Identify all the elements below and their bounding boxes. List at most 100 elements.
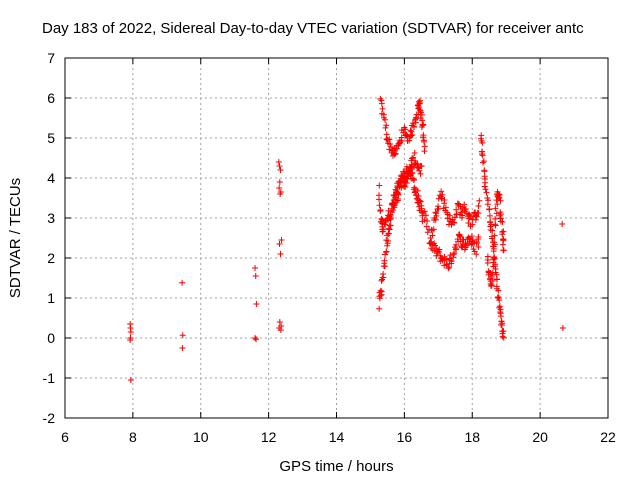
data-point <box>432 242 439 249</box>
data-point <box>252 273 259 279</box>
data-point <box>480 159 487 166</box>
x-tick-label: 22 <box>600 429 616 445</box>
data-point <box>411 176 418 183</box>
data-point <box>448 258 455 265</box>
data-point <box>385 207 392 214</box>
data-point <box>488 283 495 290</box>
data-point <box>381 116 388 123</box>
data-point <box>438 195 445 202</box>
data-point <box>418 163 425 170</box>
y-tick-label: 2 <box>47 250 55 266</box>
data-point <box>409 132 416 139</box>
y-tick-label: 1 <box>47 290 55 306</box>
data-point <box>481 167 488 174</box>
data-point <box>381 263 388 270</box>
data-point <box>278 237 285 243</box>
data-point <box>127 329 134 335</box>
data-point <box>491 253 498 260</box>
data-point <box>443 256 450 263</box>
data-point <box>402 126 409 133</box>
x-tick-label: 18 <box>464 429 480 445</box>
data-point <box>421 208 428 215</box>
data-point <box>488 282 495 289</box>
data-point <box>377 207 384 214</box>
data-point <box>415 192 422 199</box>
data-point <box>252 265 259 271</box>
data-point <box>376 182 383 189</box>
data-point <box>391 202 398 209</box>
data-point <box>479 139 486 146</box>
data-point <box>383 249 390 256</box>
data-point <box>490 245 497 252</box>
data-point <box>380 270 387 277</box>
data-point <box>382 124 389 131</box>
data-point <box>486 206 493 213</box>
data-point <box>559 325 566 331</box>
data-point <box>381 257 388 264</box>
data-point <box>499 333 506 340</box>
data-point <box>500 247 507 254</box>
data-point <box>407 171 414 178</box>
data-point <box>500 228 507 235</box>
data-point <box>415 104 422 111</box>
data-point <box>127 377 134 383</box>
data-point <box>410 120 417 127</box>
y-tick-label: 0 <box>47 330 55 346</box>
data-point <box>441 197 448 204</box>
y-tick-label: 5 <box>47 130 55 146</box>
data-point <box>277 251 284 257</box>
data-point <box>490 256 497 263</box>
data-point <box>429 232 436 239</box>
x-axis-label: GPS time / hours <box>279 458 393 475</box>
data-point <box>276 241 283 247</box>
data-point <box>494 201 501 208</box>
data-point <box>492 215 499 222</box>
x-tick-label: 20 <box>532 429 548 445</box>
data-point <box>451 214 458 221</box>
data-point <box>380 226 387 233</box>
data-point <box>497 309 504 316</box>
data-point <box>422 212 429 219</box>
data-point <box>491 239 498 246</box>
data-point <box>479 150 486 157</box>
data-point <box>458 209 465 216</box>
data-point <box>430 226 437 233</box>
data-point <box>378 277 385 284</box>
data-point <box>253 301 260 307</box>
data-point <box>475 243 482 250</box>
data-point <box>418 205 425 212</box>
data-point <box>421 143 428 150</box>
y-tick-label: 4 <box>47 170 55 186</box>
data-point <box>276 163 283 169</box>
data-point <box>424 217 431 224</box>
data-point <box>450 251 457 258</box>
data-point <box>439 191 446 198</box>
data-point <box>453 245 460 252</box>
data-point <box>487 226 494 233</box>
y-tick-label: -2 <box>43 410 56 426</box>
data-point <box>451 250 458 257</box>
data-point <box>276 185 283 191</box>
data-point <box>468 233 475 240</box>
data-point <box>446 212 453 219</box>
data-point <box>500 236 507 243</box>
x-tick-label: 16 <box>397 429 413 445</box>
y-tick-label: -1 <box>43 370 56 386</box>
data-point <box>489 277 496 284</box>
data-point <box>462 205 469 212</box>
data-point <box>475 233 482 240</box>
data-point <box>497 313 504 320</box>
data-point <box>385 225 392 232</box>
data-point <box>476 197 483 204</box>
data-point <box>410 154 417 161</box>
chart-title: Day 183 of 2022, Sidereal Day-to-day VTE… <box>42 20 584 37</box>
data-point <box>387 222 394 229</box>
data-point <box>482 186 489 193</box>
data-point <box>475 210 482 217</box>
data-point <box>387 212 394 219</box>
data-point <box>446 264 453 271</box>
data-point <box>469 237 476 244</box>
data-point <box>387 143 394 150</box>
data-point <box>384 237 391 244</box>
